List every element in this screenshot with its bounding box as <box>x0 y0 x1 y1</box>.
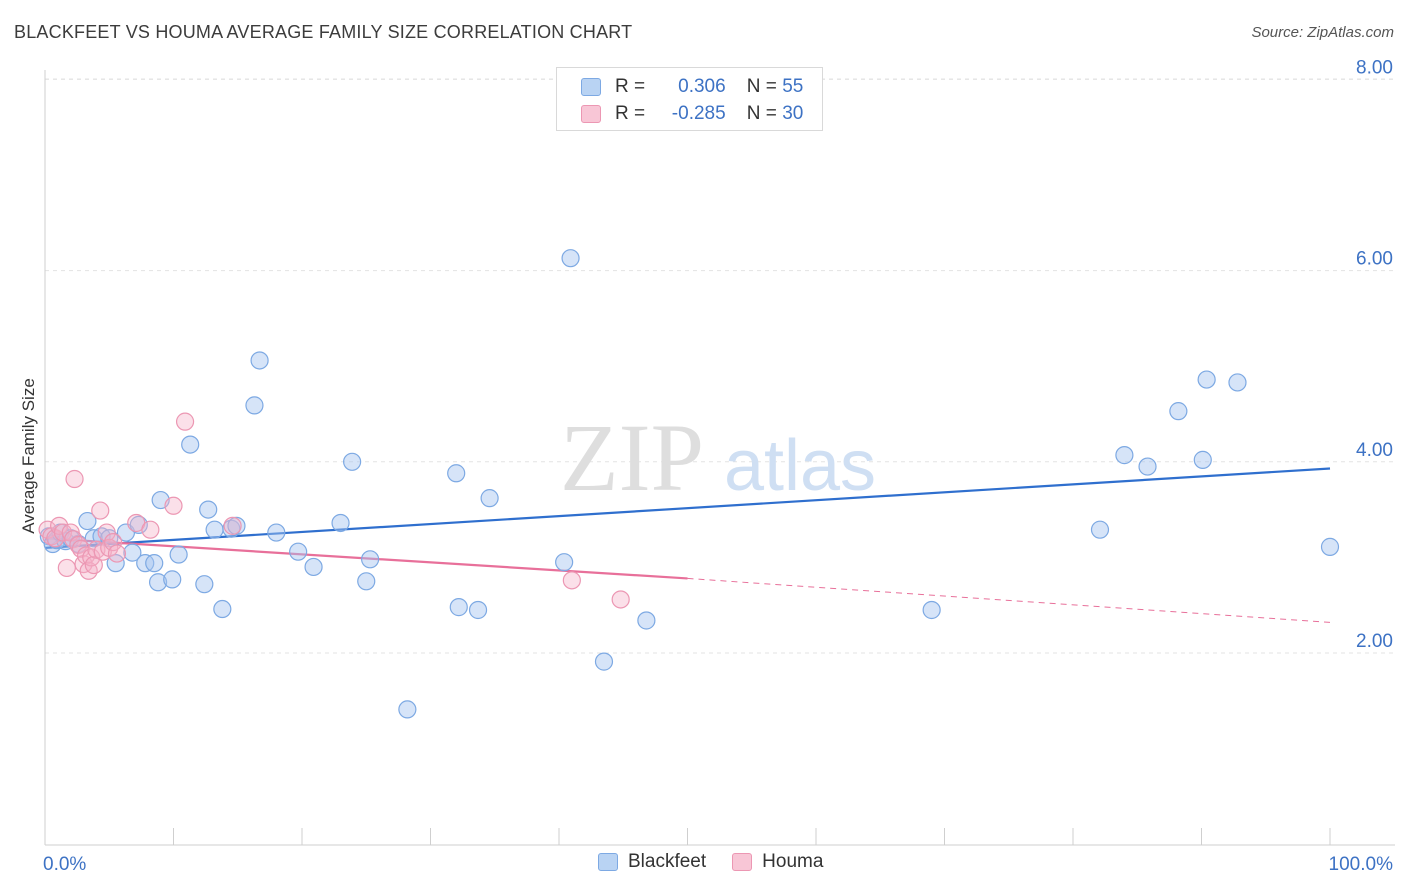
legend-label-blackfeet: Blackfeet <box>628 851 707 872</box>
x-tick-label-min: 0.0% <box>43 854 86 875</box>
blackfeet-trend-line <box>44 467 1331 549</box>
blackfeet-point <box>561 249 580 268</box>
houma-point <box>104 533 123 552</box>
houma-point <box>79 561 98 580</box>
blackfeet-point <box>250 351 269 370</box>
y-tick-label: 2.00 <box>1356 631 1393 652</box>
tick-labels: 2.00 4.00 6.00 8.00 0.0% 100.0% <box>43 57 1393 875</box>
blackfeet-point <box>106 554 125 573</box>
houma-point <box>57 558 76 578</box>
n-label: N = <box>746 76 777 97</box>
blackfeet-point <box>169 545 188 564</box>
series-legend: Blackfeet Houma <box>598 851 849 873</box>
houma-point <box>91 501 110 520</box>
blackfeet-point <box>267 523 286 542</box>
blackfeet-point <box>343 452 362 471</box>
legend-row-houma: R = -0.285 N = 30 <box>581 101 803 127</box>
r-label: R = <box>615 76 646 97</box>
source-label: Source: ZipAtlas.com <box>1251 24 1394 41</box>
houma-point <box>97 523 116 542</box>
blackfeet-point <box>1193 450 1212 469</box>
blackfeet-point <box>78 511 97 531</box>
blackfeet-point <box>213 599 232 619</box>
correlation-legend: R = 0.306 N = 55 R = -0.285 N = 30 <box>556 67 823 131</box>
blackfeet-point <box>289 542 308 561</box>
x-tick-label-max: 100.0% <box>1329 854 1394 875</box>
axes <box>44 70 1395 846</box>
legend-label-houma: Houma <box>762 851 824 872</box>
blackfeet-point <box>199 500 218 519</box>
y-tick-label: 4.00 <box>1356 440 1393 461</box>
houma-point <box>164 496 183 515</box>
blackfeet-swatch <box>598 853 618 871</box>
blackfeet-point <box>922 600 941 620</box>
blackfeet-point <box>594 652 614 671</box>
blackfeet-point <box>129 515 148 534</box>
houma-trend-line <box>44 537 688 580</box>
blackfeet-point <box>1090 520 1110 539</box>
blackfeet-point <box>449 598 468 617</box>
y-tick-label: 8.00 <box>1356 57 1393 78</box>
blackfeet-point <box>227 516 246 535</box>
blackfeet-point <box>637 611 656 630</box>
watermark-atlas: atlas <box>724 426 876 506</box>
y-axis-label: Average Family Size <box>19 378 38 534</box>
blackfeet-point <box>480 489 499 508</box>
blackfeet-point <box>361 550 380 569</box>
n-value: 30 <box>782 103 804 124</box>
blackfeet-point <box>398 700 417 719</box>
blackfeet-point <box>1115 446 1134 465</box>
blackfeet-point <box>195 575 214 594</box>
n-value: 55 <box>782 76 804 97</box>
blackfeet-point <box>468 600 488 620</box>
houma-point <box>53 523 73 542</box>
r-value: -0.285 <box>671 103 726 124</box>
blackfeet-point <box>555 553 574 572</box>
blackfeet-point <box>1228 373 1247 392</box>
houma-point <box>64 530 83 549</box>
houma-trend-line <box>687 577 1331 623</box>
legend-item-houma[interactable]: Houma <box>732 851 823 873</box>
chart-title: BLACKFEET VS HOUMA AVERAGE FAMILY SIZE C… <box>14 22 633 42</box>
data-points <box>38 249 1340 719</box>
blackfeet-point <box>304 557 323 577</box>
blackfeet-swatch <box>581 78 601 96</box>
grid-lines <box>45 78 1395 654</box>
houma-point <box>84 555 103 575</box>
houma-point <box>223 516 242 535</box>
blackfeet-point <box>357 572 376 591</box>
blackfeet-point <box>181 435 200 454</box>
blackfeet-point <box>447 464 466 483</box>
watermark: ZIP atlas <box>560 404 876 511</box>
houma-swatch <box>581 105 601 123</box>
blackfeet-point <box>1320 537 1340 556</box>
r-label: R = <box>615 103 646 124</box>
legend-row-blackfeet: R = 0.306 N = 55 <box>581 74 803 100</box>
houma-point <box>175 412 195 431</box>
r-value: 0.306 <box>678 76 726 97</box>
blackfeet-point <box>331 513 350 533</box>
blackfeet-point <box>145 554 164 573</box>
blackfeet-point <box>1197 370 1216 389</box>
n-label: N = <box>746 103 777 124</box>
blackfeet-point <box>245 396 264 415</box>
blackfeet-point <box>1169 402 1188 421</box>
watermark-zip: ZIP <box>560 404 704 511</box>
houma-point <box>611 590 630 609</box>
houma-point <box>107 544 127 563</box>
houma-point <box>141 520 160 539</box>
trend-lines <box>44 467 1331 623</box>
blackfeet-point <box>123 543 142 562</box>
blackfeet-point <box>163 570 182 589</box>
houma-point <box>562 571 581 590</box>
legend-item-blackfeet[interactable]: Blackfeet <box>598 851 706 873</box>
blackfeet-point <box>148 573 168 592</box>
houma-point <box>65 469 84 489</box>
houma-swatch <box>732 853 753 871</box>
y-tick-label: 6.00 <box>1356 249 1393 270</box>
blackfeet-point <box>1138 457 1157 476</box>
blackfeet-point <box>205 520 224 539</box>
